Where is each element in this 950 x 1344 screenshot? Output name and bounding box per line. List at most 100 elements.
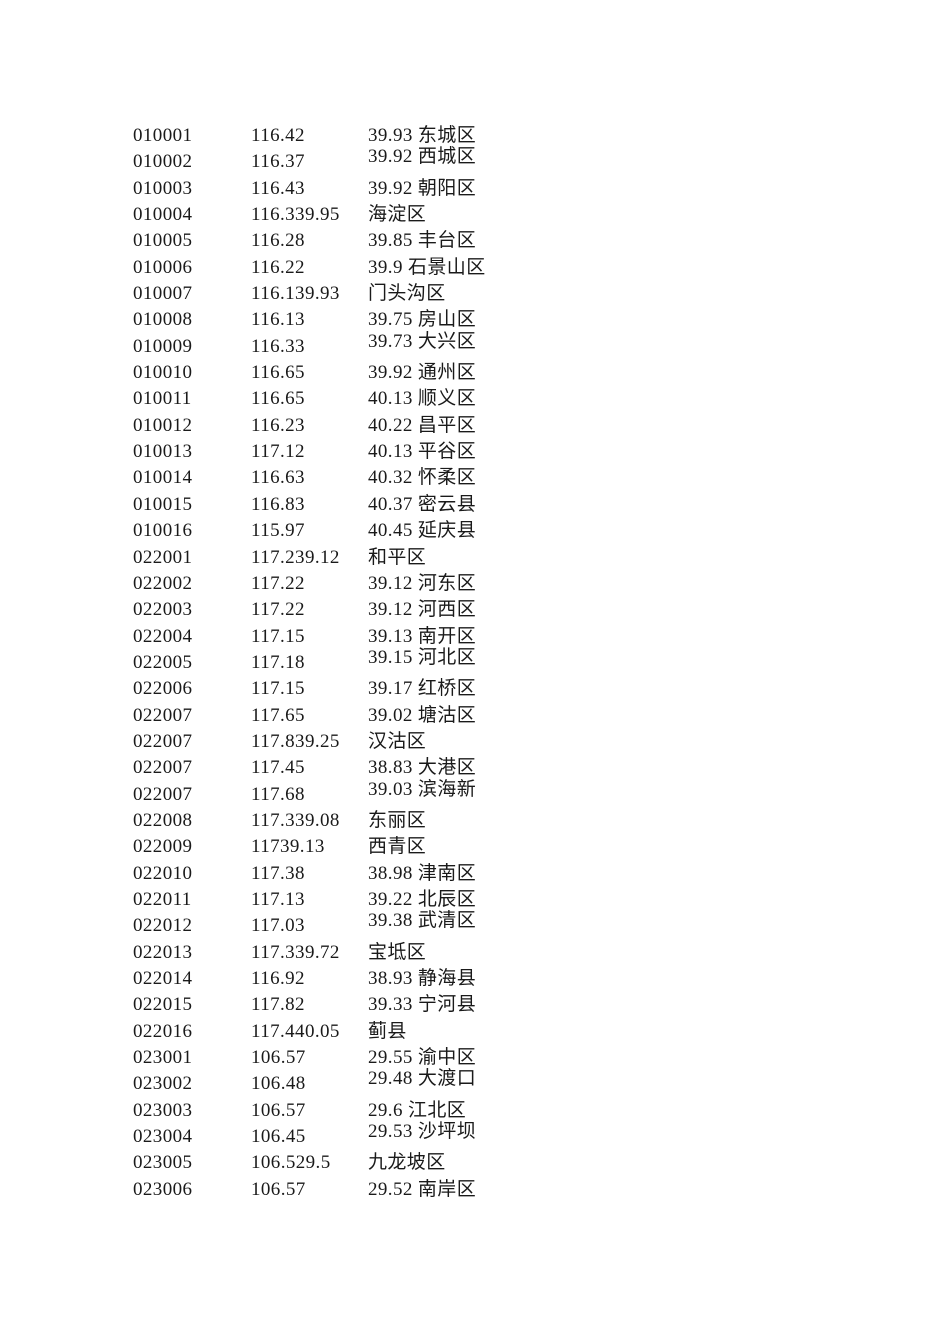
cell-code: 010009 (133, 335, 193, 357)
cell-latitude-name: 39.92 西城区 (368, 146, 477, 168)
cell-latitude-name: 38.83 大港区 (368, 757, 477, 779)
table-row: 022016 117.440.05 蓟县 (0, 1019, 950, 1045)
cell-longitude: 117.38 (251, 862, 305, 884)
table-row: 023006 106.57 29.52 南岸区 (0, 1177, 950, 1203)
cell-longitude: 116.13 (251, 309, 305, 331)
cell-latitude-name: 29.48 大渡口 (368, 1068, 477, 1090)
cell-longitude: 117.440.05 (251, 1020, 340, 1042)
cell-latitude-name: 40.13 顺义区 (368, 388, 477, 410)
cell-longitude: 117.82 (251, 994, 305, 1016)
cell-code: 022012 (133, 915, 193, 937)
table-row: 010002 116.37 39.92 西城区 (0, 146, 950, 175)
table-row: 022015 117.82 39.33 宁河县 (0, 992, 950, 1018)
cell-longitude: 115.97 (251, 520, 305, 542)
cell-longitude: 117.65 (251, 704, 305, 726)
table-row: 022005 117.18 39.15 河北区 (0, 647, 950, 676)
cell-code: 022009 (133, 836, 193, 858)
cell-longitude: 106.45 (251, 1126, 306, 1148)
cell-longitude: 117.15 (251, 625, 305, 647)
cell-code: 010016 (133, 520, 193, 542)
cell-longitude: 117.239.12 (251, 546, 340, 568)
cell-code: 022005 (133, 651, 193, 673)
cell-code: 022002 (133, 572, 193, 594)
cell-latitude-name: 39.12 河西区 (368, 599, 477, 621)
table-row: 010005 116.28 39.85 丰台区 (0, 228, 950, 254)
cell-longitude: 117.22 (251, 599, 305, 621)
cell-longitude: 116.23 (251, 414, 305, 436)
cell-code: 022003 (133, 599, 193, 621)
cell-latitude-name: 39.93 东城区 (368, 125, 477, 146)
table-row: 010003 116.43 39.92 朝阳区 (0, 176, 950, 202)
cell-longitude: 117.12 (251, 441, 305, 463)
table-row: 010016 115.97 40.45 延庆县 (0, 518, 950, 544)
cell-code: 022008 (133, 809, 193, 831)
table-row: 010004 116.339.95 海淀区 (0, 202, 950, 228)
cell-longitude: 117.22 (251, 572, 305, 594)
cell-latitude-name: 东丽区 (368, 809, 427, 831)
cell-code: 010012 (133, 414, 193, 436)
cell-longitude: 106.57 (251, 1178, 306, 1200)
cell-longitude: 116.22 (251, 256, 305, 278)
cell-longitude: 11739.13 (251, 836, 325, 858)
table-row: 010010 116.65 39.92 通州区 (0, 360, 950, 386)
cell-latitude-name: 宝坻区 (368, 941, 427, 963)
cell-code: 010011 (133, 388, 192, 410)
table-row: 010012 116.23 40.22 昌平区 (0, 413, 950, 439)
cell-code: 010007 (133, 283, 193, 305)
cell-longitude: 117.339.08 (251, 809, 340, 831)
table-row: 022011 117.13 39.22 北辰区 (0, 887, 950, 913)
table-row: 023002 106.48 29.48 大渡口 (0, 1068, 950, 1097)
data-table: 010001 116.42 39.93 东城区 010002 116.37 39… (0, 123, 950, 1203)
cell-longitude: 117.45 (251, 757, 305, 779)
cell-latitude-name: 39.12 河东区 (368, 572, 477, 594)
cell-latitude-name: 39.73 大兴区 (368, 330, 477, 352)
cell-latitude-name: 39.38 武清区 (368, 910, 477, 932)
cell-code: 010001 (133, 125, 193, 146)
cell-code: 022007 (133, 704, 193, 726)
cell-code: 022015 (133, 994, 193, 1016)
cell-latitude-name: 39.33 宁河县 (368, 994, 477, 1016)
cell-code: 010002 (133, 151, 193, 173)
table-row: 010013 117.12 40.13 平谷区 (0, 439, 950, 465)
table-row: 010015 116.83 40.37 密云县 (0, 492, 950, 518)
cell-latitude-name: 40.37 密云县 (368, 493, 477, 515)
cell-code: 010005 (133, 230, 193, 252)
cell-latitude-name: 40.13 平谷区 (368, 441, 477, 463)
cell-code: 022004 (133, 625, 193, 647)
cell-latitude-name: 39.92 朝阳区 (368, 177, 477, 199)
cell-longitude: 116.42 (251, 125, 305, 146)
cell-longitude: 116.63 (251, 467, 305, 489)
cell-longitude: 117.839.25 (251, 730, 340, 752)
cell-latitude-name: 39.13 南开区 (368, 625, 477, 647)
cell-longitude: 106.57 (251, 1047, 306, 1069)
cell-longitude: 117.13 (251, 888, 305, 910)
cell-longitude: 116.28 (251, 230, 305, 252)
cell-latitude-name: 40.22 昌平区 (368, 414, 477, 436)
table-row: 010006 116.22 39.9 石景山区 (0, 255, 950, 281)
cell-latitude-name: 九龙坡区 (368, 1152, 446, 1174)
table-row: 022012 117.03 39.38 武清区 (0, 910, 950, 939)
cell-code: 023004 (133, 1126, 193, 1148)
cell-code: 010006 (133, 256, 193, 278)
cell-code: 010013 (133, 441, 193, 463)
cell-code: 023003 (133, 1099, 193, 1121)
cell-code: 022010 (133, 862, 193, 884)
cell-code: 010010 (133, 362, 193, 384)
cell-latitude-name: 39.15 河北区 (368, 646, 477, 668)
cell-latitude-name: 39.9 石景山区 (368, 256, 486, 278)
cell-code: 010015 (133, 493, 193, 515)
cell-longitude: 106.529.5 (251, 1152, 331, 1174)
cell-code: 022016 (133, 1020, 193, 1042)
cell-latitude-name: 38.93 静海县 (368, 968, 477, 989)
cell-latitude-name: 汉沽区 (368, 730, 427, 752)
table-row: 022013 117.339.72 宝坻区 (0, 940, 950, 966)
cell-code: 022013 (133, 941, 193, 963)
cell-code: 023002 (133, 1073, 193, 1095)
cell-latitude-name: 29.55 渝中区 (368, 1047, 477, 1069)
cell-latitude-name: 39.17 红桥区 (368, 678, 477, 700)
cell-longitude: 116.37 (251, 151, 305, 173)
cell-longitude: 117.68 (251, 783, 305, 805)
table-row: 022009 11739.13 西青区 (0, 834, 950, 860)
table-row: 010007 116.139.93 门头沟区 (0, 281, 950, 307)
cell-longitude: 116.139.93 (251, 283, 340, 305)
